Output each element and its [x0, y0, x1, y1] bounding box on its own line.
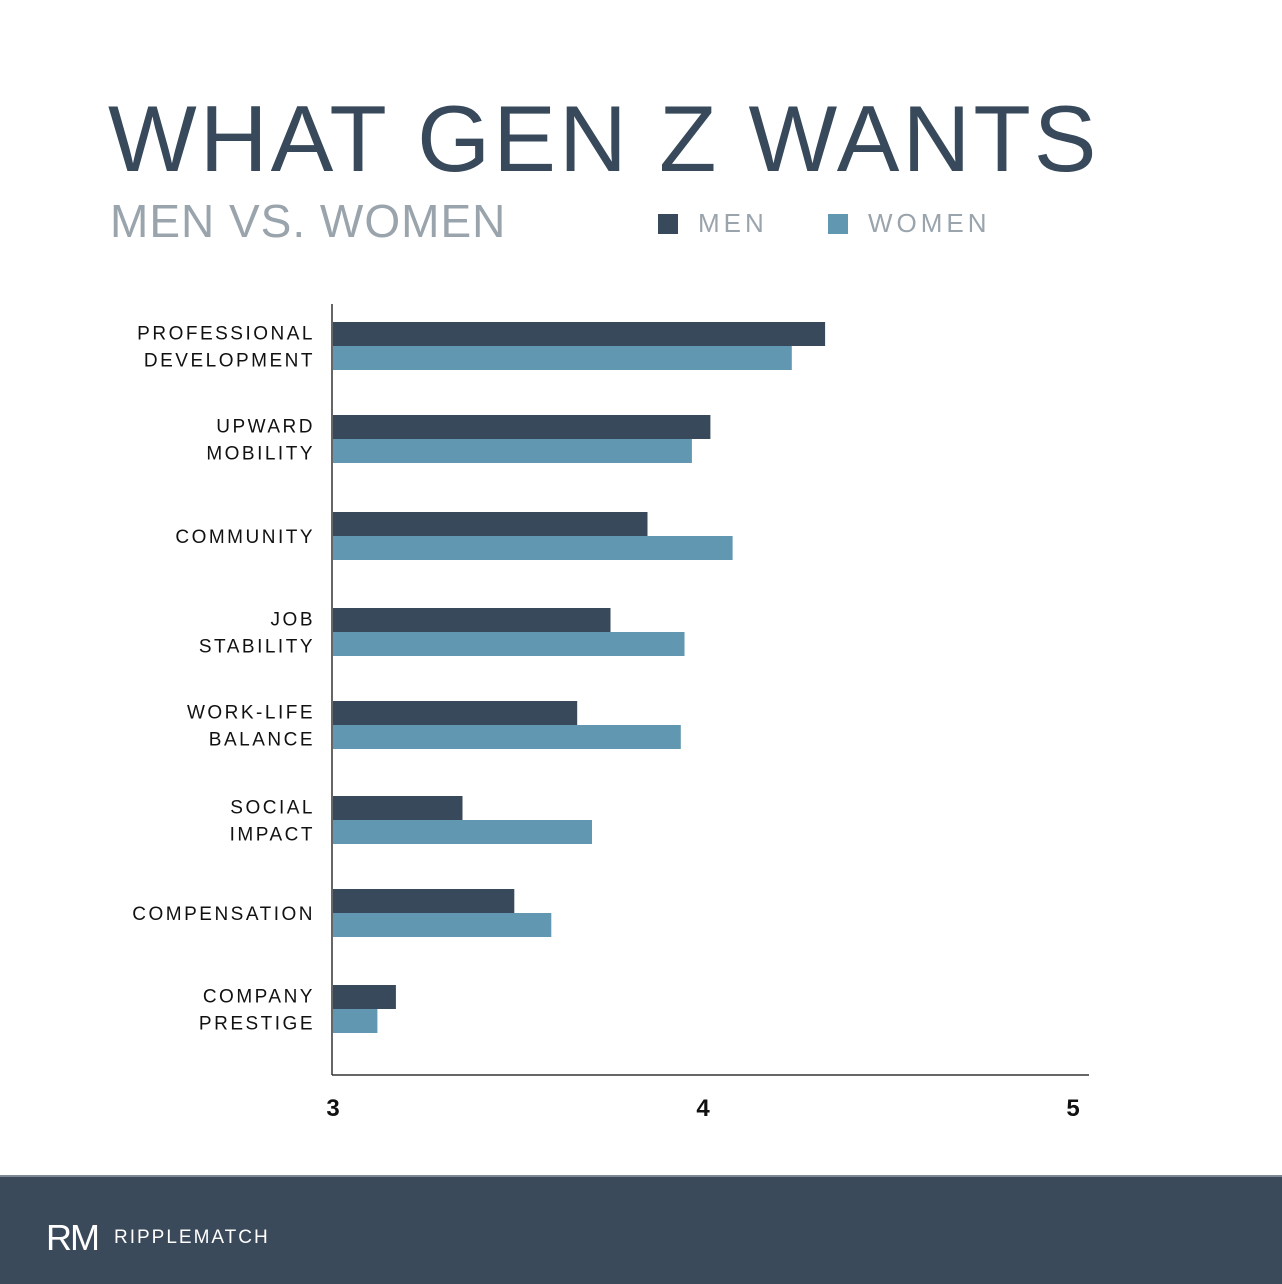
- bar-women-7: [333, 1009, 378, 1033]
- bar-men-6: [333, 889, 515, 913]
- category-label: DEVELOPMENT: [144, 351, 315, 372]
- legend-label-men: MEN: [698, 208, 768, 238]
- category-label: WORK-LIFE: [187, 703, 315, 724]
- legend-women: WOMEN: [828, 208, 991, 239]
- bar-chart: PROFESSIONAL DEVELOPMENT UPWARD MOBILITY COM…: [132, 304, 1089, 1122]
- category-label: COMMUNITY: [175, 527, 315, 548]
- category-label: MOBILITY: [206, 444, 315, 465]
- x-tick-label: 3: [326, 1095, 339, 1122]
- bar-men-4: [333, 701, 578, 725]
- bar-men-0: [333, 322, 826, 346]
- category-label: JOB: [271, 610, 315, 631]
- bar-men-1: [333, 415, 711, 439]
- category-label: BALANCE: [209, 730, 315, 751]
- category-label: STABILITY: [199, 637, 315, 658]
- bar-women-0: [333, 346, 792, 370]
- legend-swatch-women: [828, 213, 848, 234]
- chart-subtitle: MEN VS. WOMEN: [110, 195, 507, 247]
- legend-swatch-men: [658, 213, 678, 234]
- bar-women-5: [333, 820, 592, 844]
- bar-women-3: [333, 632, 685, 656]
- x-tick-label: 5: [1066, 1095, 1079, 1122]
- bar-men-3: [333, 608, 611, 632]
- footer: RM RIPPLEMATCH: [0, 1175, 1282, 1284]
- ripplematch-logo: RM RIPPLEMATCH: [46, 1217, 270, 1259]
- category-label: PROFESSIONAL: [137, 324, 315, 345]
- category-label: COMPANY: [203, 987, 315, 1008]
- category-label: UPWARD: [216, 417, 315, 438]
- bar-women-2: [333, 536, 733, 560]
- category-label: COMPENSATION: [132, 904, 315, 925]
- category-label: PRESTIGE: [199, 1014, 315, 1035]
- legend-men: MEN: [658, 208, 768, 239]
- bar-men-5: [333, 796, 463, 820]
- legend-label-women: WOMEN: [868, 208, 991, 238]
- category-label: IMPACT: [230, 825, 315, 846]
- logo-text: RIPPLEMATCH: [114, 1227, 270, 1248]
- bar-men-7: [333, 985, 396, 1009]
- chart-title: WHAT GEN Z WANTS: [108, 86, 1100, 191]
- bar-men-2: [333, 512, 648, 536]
- bar-women-6: [333, 913, 552, 937]
- x-tick-label: 4: [696, 1095, 710, 1122]
- logo-mark: RM: [46, 1217, 100, 1258]
- bar-women-1: [333, 439, 692, 463]
- bar-women-4: [333, 725, 681, 749]
- category-label: SOCIAL: [230, 798, 315, 819]
